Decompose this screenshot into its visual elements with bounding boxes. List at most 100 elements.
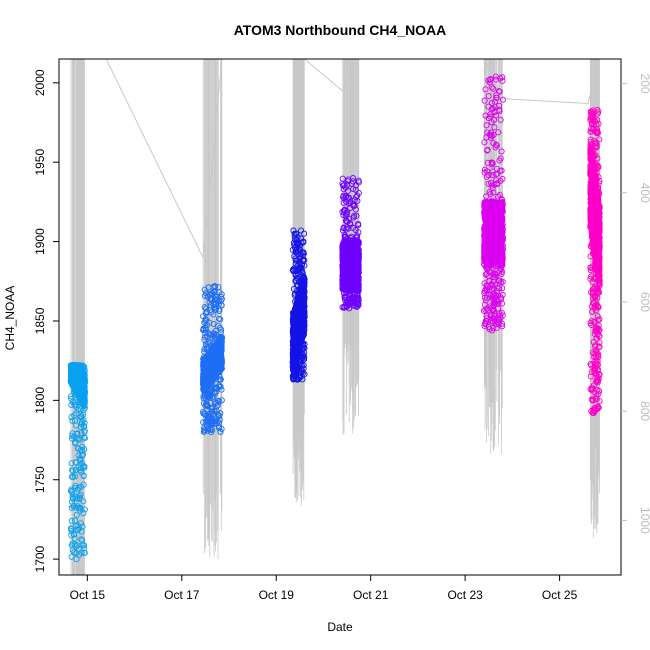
data-point-0-493: [69, 467, 76, 474]
altitude-trace-layer: [70, 58, 601, 575]
data-point-0-1088: [70, 384, 77, 391]
data-point-0-1013: [81, 542, 88, 549]
data-points-layer: [67, 73, 603, 563]
data-point-1-1075: [218, 397, 225, 404]
data-point-1-1090: [201, 385, 208, 392]
data-point-2-958: [298, 369, 305, 376]
data-point-1-1087: [209, 345, 216, 352]
data-point-0-643: [78, 536, 85, 543]
data-point-0-1099: [70, 365, 77, 373]
data-point-0-675: [80, 472, 87, 479]
data-point-2-1024: [296, 258, 303, 265]
data-point-0-737: [81, 427, 88, 434]
data-point-1-865: [215, 301, 222, 308]
data-point-1-249: [210, 320, 217, 328]
data-point-0-927: [68, 498, 76, 505]
data-point-0-732: [69, 430, 76, 437]
data-point-0-1078: [71, 368, 78, 375]
data-point-0-1095: [70, 370, 77, 377]
data-point-1-669: [201, 304, 208, 311]
data-point-0-1096: [68, 379, 75, 386]
data-point-1-1025: [209, 373, 216, 380]
data-point-1-695: [216, 383, 223, 391]
data-point-2-1079: [300, 301, 307, 308]
data-point-2-980: [293, 301, 300, 308]
data-point-0-277: [71, 549, 78, 556]
data-point-2-894: [292, 247, 299, 254]
data-point-2-1097: [294, 310, 301, 317]
data-point-1-589: [214, 411, 221, 418]
data-point-2-1077: [289, 352, 296, 360]
data-point-0-971: [79, 447, 86, 454]
data-point-1-870: [218, 334, 225, 342]
data-point-2-1060: [296, 264, 303, 271]
x-axis-label: Date: [327, 620, 353, 634]
data-point-0-973: [81, 419, 88, 426]
data-point-2-1059: [294, 319, 301, 326]
data-point-extreme-1-0: [208, 429, 215, 436]
data-point-1-1018: [214, 401, 221, 408]
data-point-0-108: [68, 532, 75, 539]
data-point-2-1028: [299, 330, 307, 337]
data-point-1-978: [214, 322, 221, 329]
data-point-2-901: [292, 272, 299, 279]
data-point-2-992: [292, 268, 299, 275]
data-point-0-724: [81, 549, 88, 556]
data-point-0-892: [73, 422, 80, 429]
data-point-1-994: [209, 404, 216, 411]
data-point-1-886: [216, 423, 223, 430]
data-point-1-1061: [210, 373, 217, 380]
data-point-1-1093: [215, 315, 223, 322]
data-point-1-1080: [217, 410, 224, 417]
data-point-0-1090: [68, 460, 75, 467]
data-point-extreme-0-1: [77, 362, 84, 369]
data-point-2-1070: [297, 286, 304, 293]
data-point-0-897: [71, 401, 78, 408]
data-point-0-1080: [68, 413, 75, 420]
data-point-0-294: [72, 467, 79, 474]
data-point-0-364: [68, 517, 75, 525]
data-point-0-649: [76, 545, 83, 553]
data-point-extreme-2-0: [294, 376, 301, 383]
data-point-2-1090: [290, 355, 297, 362]
data-point-0-1087: [75, 378, 82, 386]
data-point-0-592: [68, 473, 75, 480]
data-point-1-167: [216, 412, 223, 419]
data-point-1-1067: [212, 305, 219, 312]
data-point-0-813: [72, 459, 79, 466]
data-point-0-884: [76, 493, 83, 500]
data-point-1-1070: [215, 359, 222, 366]
data-point-0-1098: [80, 390, 87, 398]
data-point-2-1075: [297, 247, 304, 254]
data-point-2-971: [289, 375, 297, 382]
data-point-2-1058: [294, 234, 301, 241]
data-point-1-1072: [218, 355, 225, 362]
data-point-0-1094: [73, 384, 80, 392]
data-point-1-661: [212, 292, 219, 299]
data-point-1-1029: [205, 392, 213, 399]
data-point-1-848: [217, 316, 224, 323]
data-point-1-937: [204, 321, 211, 328]
data-point-1-1034: [215, 284, 222, 291]
data-point-1-1099: [204, 341, 211, 348]
data-point-1-1078: [205, 351, 212, 358]
data-point-1-1069: [200, 370, 207, 377]
data-point-0-949: [77, 413, 84, 420]
data-point-0-500: [69, 488, 76, 495]
data-point-2-1094: [294, 295, 301, 302]
data-point-2-1084: [300, 323, 307, 330]
data-point-1-1068: [202, 381, 209, 388]
data-point-2-1003: [292, 249, 299, 256]
data-point-2-1012: [294, 287, 301, 294]
data-point-0-554: [68, 401, 75, 409]
data-point-0-774: [68, 504, 75, 511]
data-point-0-906: [73, 511, 80, 518]
data-point-0-428: [74, 406, 82, 413]
data-point-2-1046: [298, 338, 305, 345]
data-point-1-1077: [203, 333, 210, 340]
data-point-1-1013: [214, 418, 221, 425]
data-point-1-1097: [214, 365, 221, 372]
data-point-2-1078: [295, 320, 302, 327]
data-point-2-1096: [293, 335, 300, 342]
data-point-1-401: [218, 302, 225, 309]
